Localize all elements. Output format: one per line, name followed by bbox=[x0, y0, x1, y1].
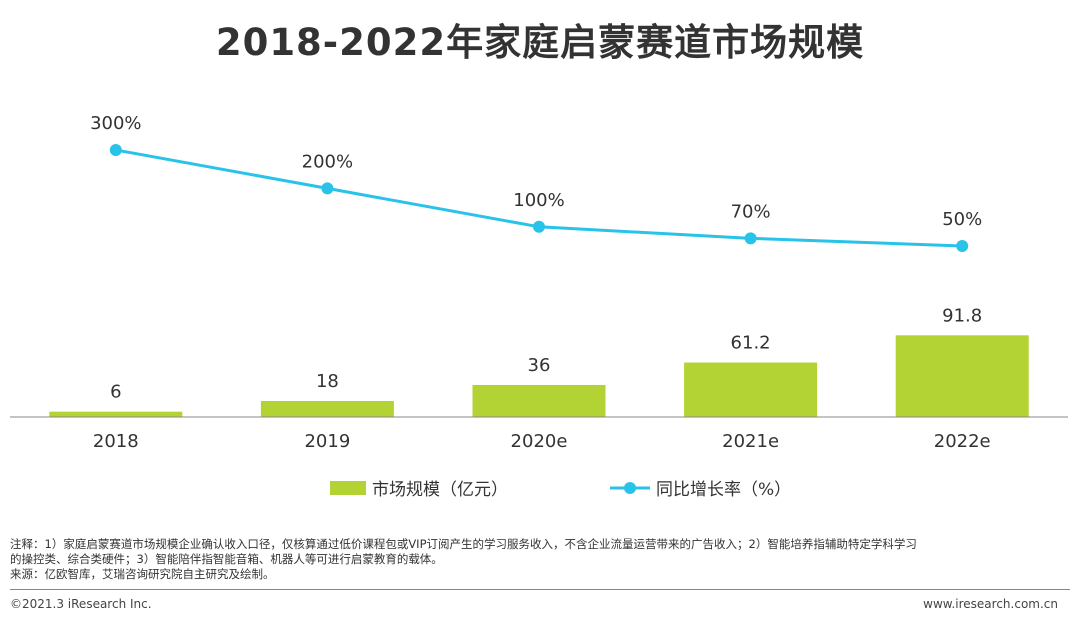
note-line-1: 注释：1）家庭启蒙赛道市场规模企业确认收入口径，仅核算通过低价课程包或VIP订阅… bbox=[10, 537, 917, 551]
site-url: www.iresearch.com.cn bbox=[923, 597, 1058, 611]
legend-bar-label: 市场规模（亿元） bbox=[372, 480, 508, 500]
growth-point-2022e bbox=[956, 240, 969, 252]
bar-label-2018: 6 bbox=[110, 382, 121, 403]
chart-title: 2018-2022年家庭启蒙赛道市场规模 bbox=[215, 21, 865, 64]
legend-line-label: 同比增长率（%） bbox=[656, 480, 791, 500]
bar-2022e bbox=[895, 335, 1029, 417]
growth-label-2018: 300% bbox=[90, 113, 141, 134]
chart-canvas: 6 18 36 61.2 91.8 2018 2019 2020e 2021e 2022e 300%… bbox=[10, 113, 1068, 500]
x-tick-2021e: 2021e bbox=[722, 431, 779, 452]
note-line-2: 的操控类、综合类硬件；3）智能陪伴指智能音箱、机器人等可进行启蒙教育的载体。 bbox=[10, 552, 443, 566]
growth-point-2018 bbox=[109, 144, 122, 156]
growth-label-2019: 200% bbox=[302, 151, 353, 172]
bar-label-2021e: 61.2 bbox=[731, 333, 771, 354]
growth-label-2020e: 100% bbox=[513, 190, 564, 211]
growth-point-2019 bbox=[321, 182, 334, 195]
growth-label-2021e: 70% bbox=[731, 201, 771, 222]
bar-2020e bbox=[472, 384, 606, 417]
x-tick-2022e: 2022e bbox=[934, 431, 991, 452]
bar-2019 bbox=[260, 400, 394, 417]
copyright: ©2021.3 iResearch Inc. bbox=[10, 597, 152, 611]
growth-point-2021e bbox=[744, 232, 757, 245]
footer-divider bbox=[10, 589, 1070, 590]
chart-notes: 注释：1）家庭启蒙赛道市场规模企业确认收入口径，仅核算通过低价课程包或VIP订阅… bbox=[10, 537, 1070, 582]
bar-label-2022e: 91.8 bbox=[942, 305, 982, 326]
bar-label-2020e: 36 bbox=[528, 355, 551, 376]
growth-point-2020e bbox=[533, 220, 545, 233]
growth-label-2022e: 50% bbox=[942, 209, 982, 230]
legend-line-marker bbox=[624, 482, 636, 494]
source-line: 来源：亿欧智库，艾瑞咨询研究院自主研究及绘制。 bbox=[10, 567, 275, 581]
x-tick-2020e: 2020e bbox=[511, 431, 568, 452]
legend-bar-swatch bbox=[330, 481, 366, 495]
bar-2021e bbox=[684, 362, 818, 417]
bar-label-2019: 18 bbox=[316, 371, 339, 392]
x-tick-2018: 2018 bbox=[93, 431, 139, 452]
x-tick-2019: 2019 bbox=[304, 431, 350, 452]
bar-2018 bbox=[49, 411, 183, 417]
